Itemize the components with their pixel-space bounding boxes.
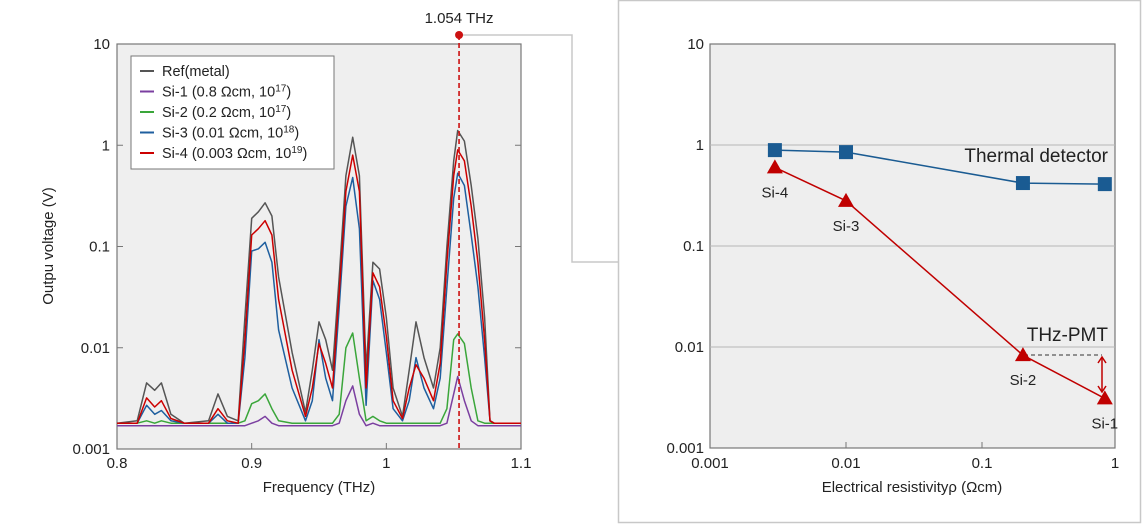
y-tick-label: 1 xyxy=(102,137,110,154)
series-line xyxy=(116,129,521,424)
frequency-marker-label: 1.054 THz xyxy=(425,10,494,27)
y-tick-label: 0.1 xyxy=(89,239,110,256)
y-tick-label: 10 xyxy=(93,36,110,53)
thermal-detector-label: Thermal detector xyxy=(964,146,1108,167)
y-tick-label: 0.01 xyxy=(675,339,704,356)
frequency-marker-dot xyxy=(455,31,464,39)
series-line xyxy=(774,166,1106,400)
legend-label: Si-3 (0.01 Ωcm, 1018) xyxy=(162,125,299,142)
y-tick-label: 0.1 xyxy=(683,238,704,255)
thermal-detector-point xyxy=(767,143,782,158)
connector-line xyxy=(457,34,618,263)
legend-label: Si-2 (0.2 Ωcm, 1017) xyxy=(162,104,291,121)
x-tick-label: 1 xyxy=(382,455,390,472)
series-line xyxy=(117,172,521,424)
x-tick-label: 0.8 xyxy=(107,455,128,472)
y-tick-label: 0.001 xyxy=(72,441,110,458)
x-tick-label: 0.9 xyxy=(241,455,262,472)
x-tick-label: 1.1 xyxy=(511,455,532,472)
thermal-detector-point xyxy=(1097,177,1112,192)
y-tick-label: 10 xyxy=(687,36,704,53)
x-tick-label: 1 xyxy=(1111,455,1119,472)
legend-box xyxy=(130,55,335,170)
series-line xyxy=(117,375,521,427)
thermal-detector-point xyxy=(839,145,853,160)
right-x-axis-label: Electrical resistivityρ (Ωcm) xyxy=(822,479,1003,496)
y-tick-label: 1 xyxy=(696,137,704,154)
legend: Ref(metal) Si-1 (0.8 Ωcm, 1017) Si-2 (0.2 … xyxy=(130,55,335,170)
y-tick-label: 0.01 xyxy=(81,340,110,357)
point-label: Si-1 xyxy=(1091,415,1118,432)
thz-pmt-point xyxy=(1096,390,1113,405)
point-label: Si-3 xyxy=(833,218,860,235)
x-tick-label: 0.01 xyxy=(831,455,860,472)
pmt-gap-double-arrow xyxy=(1097,355,1107,394)
series-line xyxy=(117,332,521,424)
left-y-axis-label: Outpu voltage (V) xyxy=(40,187,57,305)
left-x-axis-label: Frequency (THz) xyxy=(263,479,376,496)
thz-pmt-label: THz-PMT xyxy=(1027,325,1109,346)
thz-pmt-point xyxy=(766,159,783,174)
point-label: Si-2 xyxy=(1010,372,1037,389)
legend-label: Si-1 (0.8 Ωcm, 1017) xyxy=(162,84,291,101)
thz-pmt-point xyxy=(1014,347,1031,362)
series-line xyxy=(117,149,521,424)
x-tick-label: 0.1 xyxy=(972,455,993,472)
thermal-detector-point xyxy=(1015,176,1030,191)
legend-label: Ref(metal) xyxy=(162,64,230,80)
y-tick-label: 0.001 xyxy=(666,440,704,457)
series-line xyxy=(774,149,1105,185)
spectrum-chart: 0.8 0.9 1 1.1 10 1 0.1 0.01 0.001 1.054 THz Ref(… xyxy=(40,10,531,496)
thz-pmt-point xyxy=(838,192,854,207)
x-tick-label: 0.001 xyxy=(691,455,729,472)
legend-label: Si-4 (0.003 Ωcm, 1019) xyxy=(162,145,307,162)
point-label: Si-4 xyxy=(762,184,789,201)
